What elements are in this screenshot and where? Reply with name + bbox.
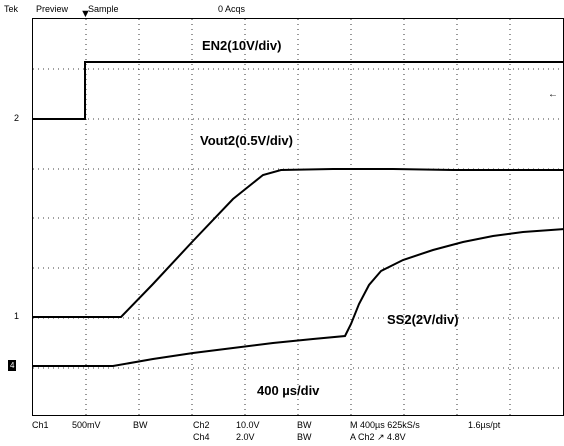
brand-label: Tek (4, 4, 19, 14)
sample-label: Sample (88, 4, 119, 14)
ch1-scale: 500mV (72, 420, 101, 430)
ch4-scale: 2.0V (236, 432, 255, 442)
ch2-marker: 2 (14, 113, 20, 123)
en2-label: EN2(10V/div) (202, 38, 282, 53)
en2-trace (33, 61, 564, 120)
ss2-trace (33, 228, 564, 367)
timebase-readout: M 400µs 625kS/s (350, 420, 420, 430)
ch2-name: Ch2 (193, 420, 210, 430)
ch4-marker: 4 (8, 360, 17, 371)
ss2-label: SS2(2V/div) (387, 312, 459, 327)
trigger-readout: A Ch2 ↗ 4.8V (350, 432, 406, 442)
ch4-name: Ch4 (193, 432, 210, 442)
timebase-label: 400 µs/div (257, 383, 320, 398)
acqs-label: 0 Acqs (218, 4, 246, 14)
ch1-bw: BW (133, 420, 148, 430)
ch2-scale: 10.0V (236, 420, 260, 430)
status-bar: Tek Preview Sample 0 Acqs ▼ (0, 0, 564, 20)
bottom-status-bar: Ch1 500mV BW Ch2 Ch4 10.0V 2.0V BW BW M … (0, 416, 564, 446)
ch4-bw: BW (297, 432, 312, 442)
ch1-marker: 1 (14, 311, 20, 321)
vout2-label: Vout2(0.5V/div) (200, 133, 293, 148)
trigger-level-arrow-icon: ← (548, 89, 558, 100)
sample-interval: 1.6µs/pt (468, 420, 501, 430)
graticule-svg (33, 19, 564, 417)
ch1-name: Ch1 (32, 420, 49, 430)
grid-lines (33, 19, 564, 417)
trigger-position-icon: ▼ (80, 8, 91, 20)
scope-graticule (32, 18, 564, 417)
ch2-bw: BW (297, 420, 312, 430)
vout2-trace (33, 168, 564, 318)
preview-label: Preview (36, 4, 69, 14)
